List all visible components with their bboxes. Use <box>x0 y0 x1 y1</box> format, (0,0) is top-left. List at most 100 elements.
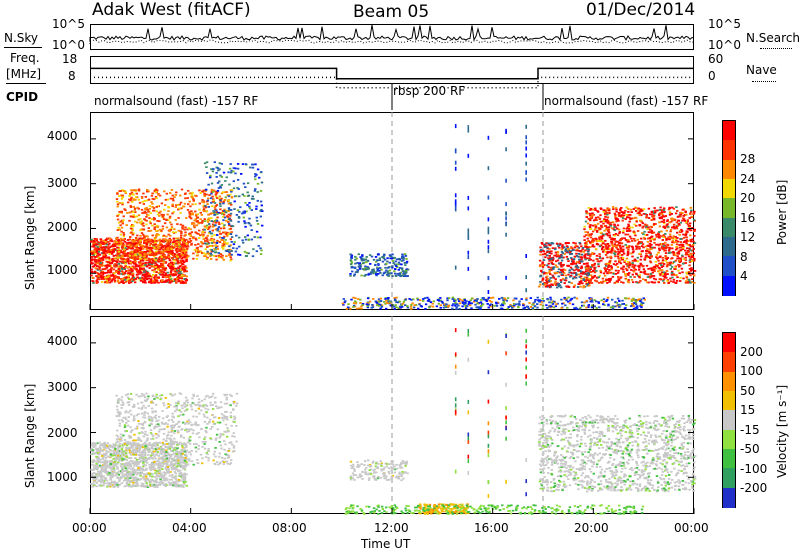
echo-cell <box>627 208 630 210</box>
echo-cell <box>374 264 377 267</box>
echo-cell <box>598 218 601 220</box>
echo-cell <box>171 249 174 252</box>
echo-cell <box>641 232 644 234</box>
echo-cell <box>217 187 221 189</box>
echo-cell <box>439 297 442 299</box>
echo-cell <box>132 255 135 257</box>
echo-cell <box>589 217 592 220</box>
echo-cell <box>650 281 653 283</box>
echo-cell <box>671 239 674 242</box>
echo-cell <box>139 266 142 269</box>
echo-cell <box>639 271 642 274</box>
echo-cell <box>569 266 573 269</box>
echo-cell <box>213 247 216 250</box>
echo-cell <box>175 191 178 194</box>
echo-cell <box>138 268 142 271</box>
echo-cell <box>354 297 357 300</box>
echo-cell <box>564 248 567 250</box>
echo-cell <box>586 246 589 249</box>
echo-cell <box>145 257 148 259</box>
echo-cell <box>173 278 177 281</box>
echo-cell <box>152 274 155 276</box>
echo-cell <box>352 302 356 305</box>
echo-cell <box>687 271 690 274</box>
echo-cell <box>586 237 589 240</box>
echo-cell <box>154 237 157 240</box>
echo-cell <box>625 214 628 216</box>
echo-cell <box>677 269 680 272</box>
echo-cell <box>144 281 147 284</box>
echo-cell <box>374 256 378 258</box>
echo-cell <box>663 263 666 265</box>
echo-cell <box>183 269 187 272</box>
echo-cell <box>688 248 691 250</box>
echo-cell <box>579 267 583 270</box>
echo-cell <box>681 255 684 258</box>
echo-cell <box>124 280 128 283</box>
echo-cell <box>216 216 219 219</box>
echo-cell <box>559 242 562 245</box>
echo-cell <box>109 249 113 251</box>
echo-cell <box>676 257 679 260</box>
echo-cell <box>139 244 142 247</box>
echo-cell <box>622 271 625 273</box>
echo-cell <box>616 224 620 227</box>
echo-cell <box>96 262 99 265</box>
echo-cell <box>203 231 206 234</box>
echo-cell <box>579 306 582 309</box>
echo-cell <box>626 240 629 243</box>
echo-cell <box>92 265 96 268</box>
echo-cell <box>671 262 675 265</box>
echo-cell <box>132 198 136 201</box>
echo-cell <box>626 245 629 248</box>
freq-panel-frame <box>90 56 694 84</box>
echo-cell <box>579 242 582 245</box>
echo-cell <box>251 255 255 258</box>
echo-cell <box>107 241 110 243</box>
echo-cell <box>609 271 612 274</box>
echo-cell <box>169 234 172 237</box>
echo-cell <box>116 215 119 217</box>
echo-cell <box>485 300 488 303</box>
echo-cell <box>392 262 395 264</box>
echo-cell <box>133 262 136 265</box>
echo-cell <box>217 169 220 172</box>
echo-cell <box>667 249 671 252</box>
echo-cell <box>647 281 650 284</box>
echo-cell <box>116 218 120 221</box>
echo-cell <box>613 234 616 237</box>
echo-cell <box>394 268 397 271</box>
echo-cell <box>570 274 573 277</box>
echo-cell <box>90 259 93 261</box>
echo-cell <box>223 199 227 201</box>
echo-cell <box>400 304 403 306</box>
echo-cell <box>622 250 625 253</box>
echo-cell <box>619 238 623 240</box>
power-evening-edge <box>538 241 591 289</box>
echo-cell <box>208 225 212 228</box>
echo-cell <box>98 260 101 263</box>
echo-cell <box>636 238 640 241</box>
echo-cell <box>168 230 171 233</box>
echo-cell <box>585 216 588 218</box>
echo-cell <box>541 249 545 252</box>
echo-cell <box>608 261 611 264</box>
echo-cell <box>647 226 650 229</box>
echo-cell <box>648 248 651 251</box>
echo-cell <box>646 237 650 240</box>
echo-cell <box>623 261 626 263</box>
power-noon-patch <box>349 253 410 278</box>
echo-cell <box>162 218 166 220</box>
echo-cell <box>689 206 692 209</box>
echo-cell <box>90 268 93 271</box>
echo-cell <box>429 301 433 304</box>
echo-cell <box>684 256 687 259</box>
echo-cell <box>355 257 358 260</box>
echo-cell <box>659 273 662 275</box>
echo-cell <box>540 242 543 244</box>
echo-cell <box>150 249 153 252</box>
noise-left-label: N.Sky <box>4 31 39 45</box>
echo-cell <box>142 247 145 250</box>
echo-cell <box>560 254 563 257</box>
echo-cell <box>594 207 597 210</box>
